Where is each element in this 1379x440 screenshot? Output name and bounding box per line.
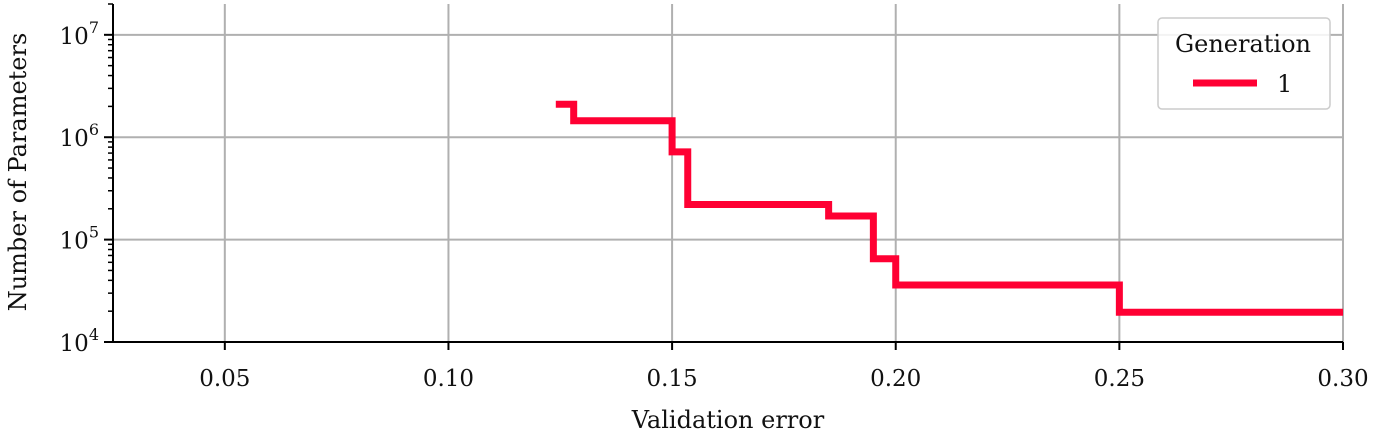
- x-tick-label: 0.25: [1094, 366, 1145, 392]
- x-tick-label: 0.15: [646, 366, 697, 392]
- y-tick-label: 106: [60, 120, 99, 152]
- y-tick-labels: 104 105 106 107: [60, 18, 99, 357]
- series-layer: [555, 100, 1343, 316]
- legend-title: Generation: [1175, 30, 1311, 58]
- x-tick-label: 0.30: [1317, 366, 1368, 392]
- y-axis-label: Number of Parameters: [4, 33, 32, 312]
- x-tick-label: 0.05: [199, 366, 250, 392]
- x-tick-label: 0.20: [870, 366, 921, 392]
- legend-entry-label: 1: [1277, 70, 1292, 98]
- legend: Generation 1: [1157, 17, 1331, 110]
- y-tick-label: 104: [60, 325, 99, 357]
- axes: [104, 3, 1344, 350]
- x-tick-labels: 0.05 0.10 0.15 0.20 0.25 0.30: [199, 366, 1368, 392]
- y-tick-label: 107: [60, 18, 99, 50]
- x-axis-label: Validation error: [631, 406, 825, 434]
- x-tick-label: 0.10: [423, 366, 474, 392]
- series-line-1: [555, 100, 1343, 316]
- y-tick-label: 105: [60, 223, 99, 255]
